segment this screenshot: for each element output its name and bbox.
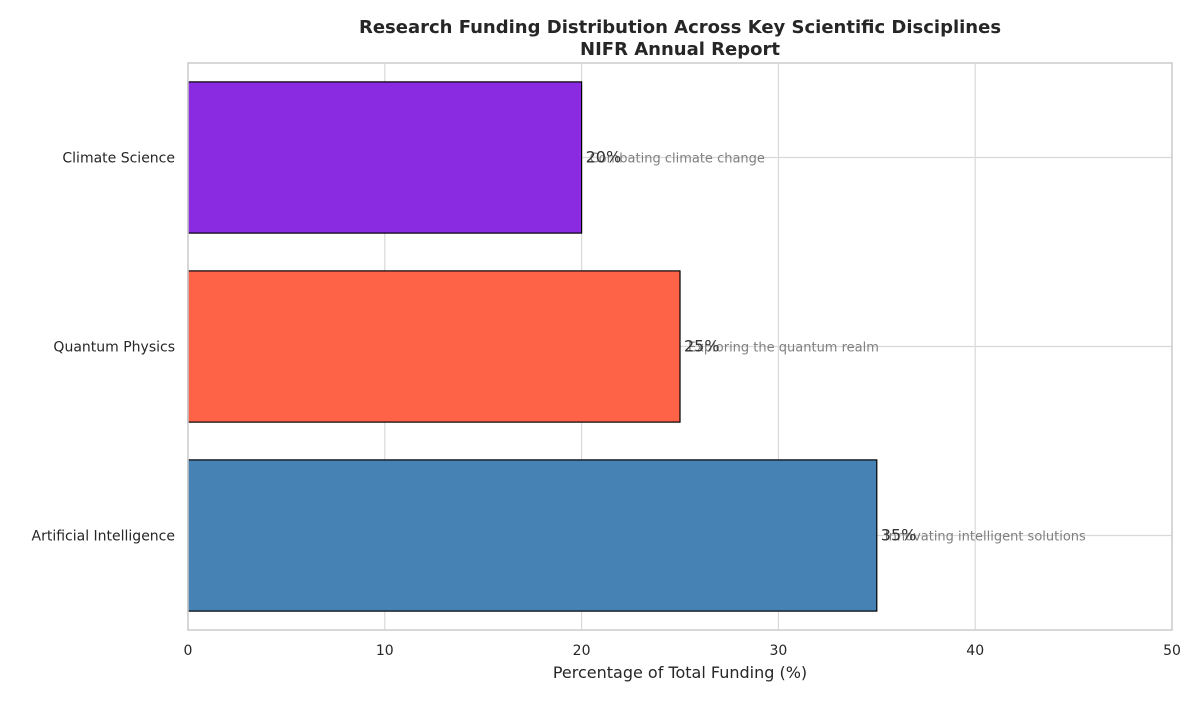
x-axis-label: Percentage of Total Funding (%): [553, 663, 807, 682]
y-tick-label: Artificial Intelligence: [32, 529, 176, 545]
bar-annotation: Combating climate change: [590, 152, 765, 167]
bar-annotation: Innovating intelligent solutions: [885, 530, 1086, 545]
plot-area-frame: [187, 62, 1173, 631]
bar-value-label: 35%: [881, 526, 917, 545]
bar: [187, 459, 878, 612]
bar: [187, 81, 583, 234]
bar-annotation: Exploring the quantum realm: [688, 341, 879, 356]
chart-subtitle: NIFR Annual Report: [580, 39, 780, 60]
x-tick-label: 0: [184, 643, 193, 659]
x-tick-label: 20: [573, 643, 591, 659]
x-tick-label: 10: [376, 643, 394, 659]
bar-value-label: 20%: [586, 148, 622, 167]
y-tick-label: Climate Science: [62, 151, 175, 167]
bar: [187, 270, 681, 423]
bar-layer: [187, 81, 878, 612]
label-layer: 0 10 20 30 40 50 Climate Science Combating clim…: [32, 148, 1181, 660]
x-tick-label: 30: [769, 643, 787, 659]
x-tick-label: 40: [966, 643, 984, 659]
x-tick-label: 50: [1163, 643, 1181, 659]
y-tick-label: Quantum Physics: [53, 340, 175, 356]
chart-title: Research Funding Distribution Across Key…: [359, 17, 1001, 38]
bar-value-label: 25%: [684, 337, 720, 356]
